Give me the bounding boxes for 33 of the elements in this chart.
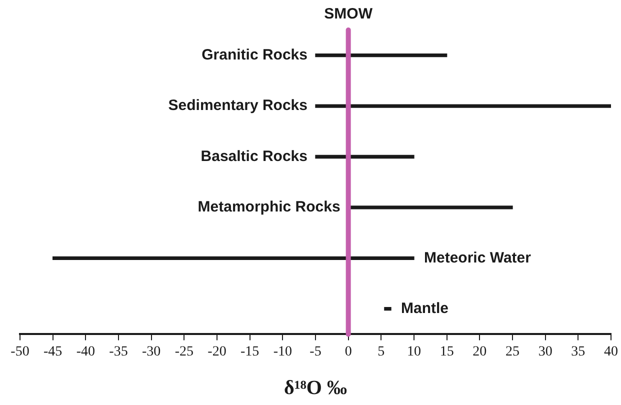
y-tick-label: Meteoric Water xyxy=(424,249,532,266)
x-axis-title: δ¹⁸O ‰ xyxy=(284,377,347,400)
x-tick-label: -30 xyxy=(142,344,161,360)
y-tick-label: Mantle xyxy=(401,300,449,317)
y-tick-label: Sedimentary Rocks xyxy=(168,97,308,114)
x-tick-label: 25 xyxy=(506,344,520,360)
bar xyxy=(384,307,392,311)
x-tick-label: 40 xyxy=(604,344,618,360)
x-tick-label: 20 xyxy=(472,344,487,360)
bar xyxy=(315,54,448,58)
x-tick-label: 30 xyxy=(538,344,552,360)
bar xyxy=(52,256,414,260)
y-tick-label: Basaltic Rocks xyxy=(200,148,308,165)
x-tick-label: -10 xyxy=(273,344,292,360)
bar xyxy=(315,104,611,108)
y-tick-label: Metamorphic Rocks xyxy=(198,198,340,216)
y-tick-label: Granitic Rocks xyxy=(202,46,308,64)
x-tick-label: 15 xyxy=(440,344,454,360)
x-tick-label: 0 xyxy=(344,344,352,360)
x-tick-label: 10 xyxy=(407,344,421,360)
ref-line-label: SMOW xyxy=(324,6,374,23)
bar xyxy=(348,206,513,210)
x-tick-label: -35 xyxy=(109,344,128,360)
bar xyxy=(315,154,414,159)
x-tick-label: -40 xyxy=(76,344,96,360)
x-tick-label: -45 xyxy=(43,344,62,360)
x-tick-label: -25 xyxy=(174,344,194,360)
x-tick-label: -5 xyxy=(310,344,322,360)
x-tick-label: -20 xyxy=(208,344,226,360)
x-tick-label: -50 xyxy=(10,344,30,360)
x-tick-label: 5 xyxy=(378,344,385,360)
x-tick-label: 35 xyxy=(571,344,586,360)
x-tick-label: -15 xyxy=(240,344,260,360)
